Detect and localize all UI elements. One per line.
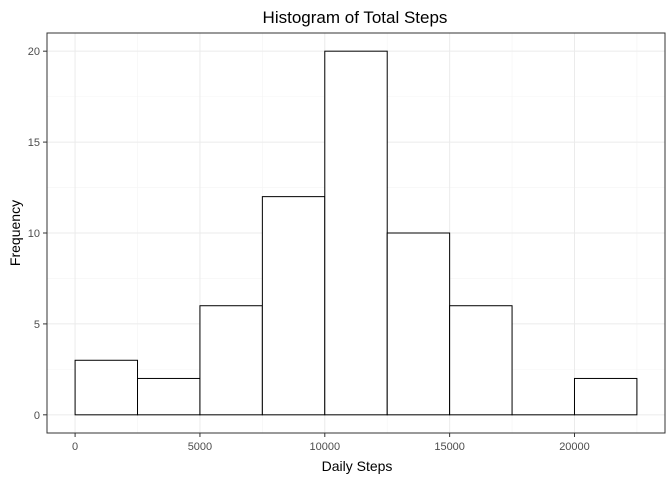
y-tick-label: 15 <box>28 137 40 149</box>
axis-ticks: 0 5000 10000 15000 20000 0 5 10 15 20 <box>28 46 590 453</box>
x-tick-label: 20000 <box>559 441 590 453</box>
y-axis-label: Frequency <box>7 200 23 266</box>
histogram-bar <box>261 196 326 416</box>
x-tick-label: 15000 <box>434 441 465 453</box>
histogram-bar <box>386 232 451 416</box>
histogram-bar <box>573 377 638 416</box>
chart-title: Histogram of Total Steps <box>263 8 448 27</box>
bars <box>74 50 638 416</box>
y-tick-label: 0 <box>34 410 40 422</box>
histogram-bar <box>199 305 263 416</box>
x-axis-label: Daily Steps <box>322 458 393 474</box>
histogram-bar <box>137 377 201 416</box>
histogram-bar <box>449 305 513 416</box>
histogram-bar <box>324 50 388 416</box>
y-tick-label: 10 <box>28 228 40 240</box>
x-tick-label: 0 <box>72 441 78 453</box>
histogram-bar <box>74 359 139 416</box>
y-tick-label: 5 <box>34 319 40 331</box>
y-tick-label: 20 <box>28 46 40 58</box>
x-tick-label: 10000 <box>309 441 340 453</box>
x-tick-label: 5000 <box>188 441 212 453</box>
